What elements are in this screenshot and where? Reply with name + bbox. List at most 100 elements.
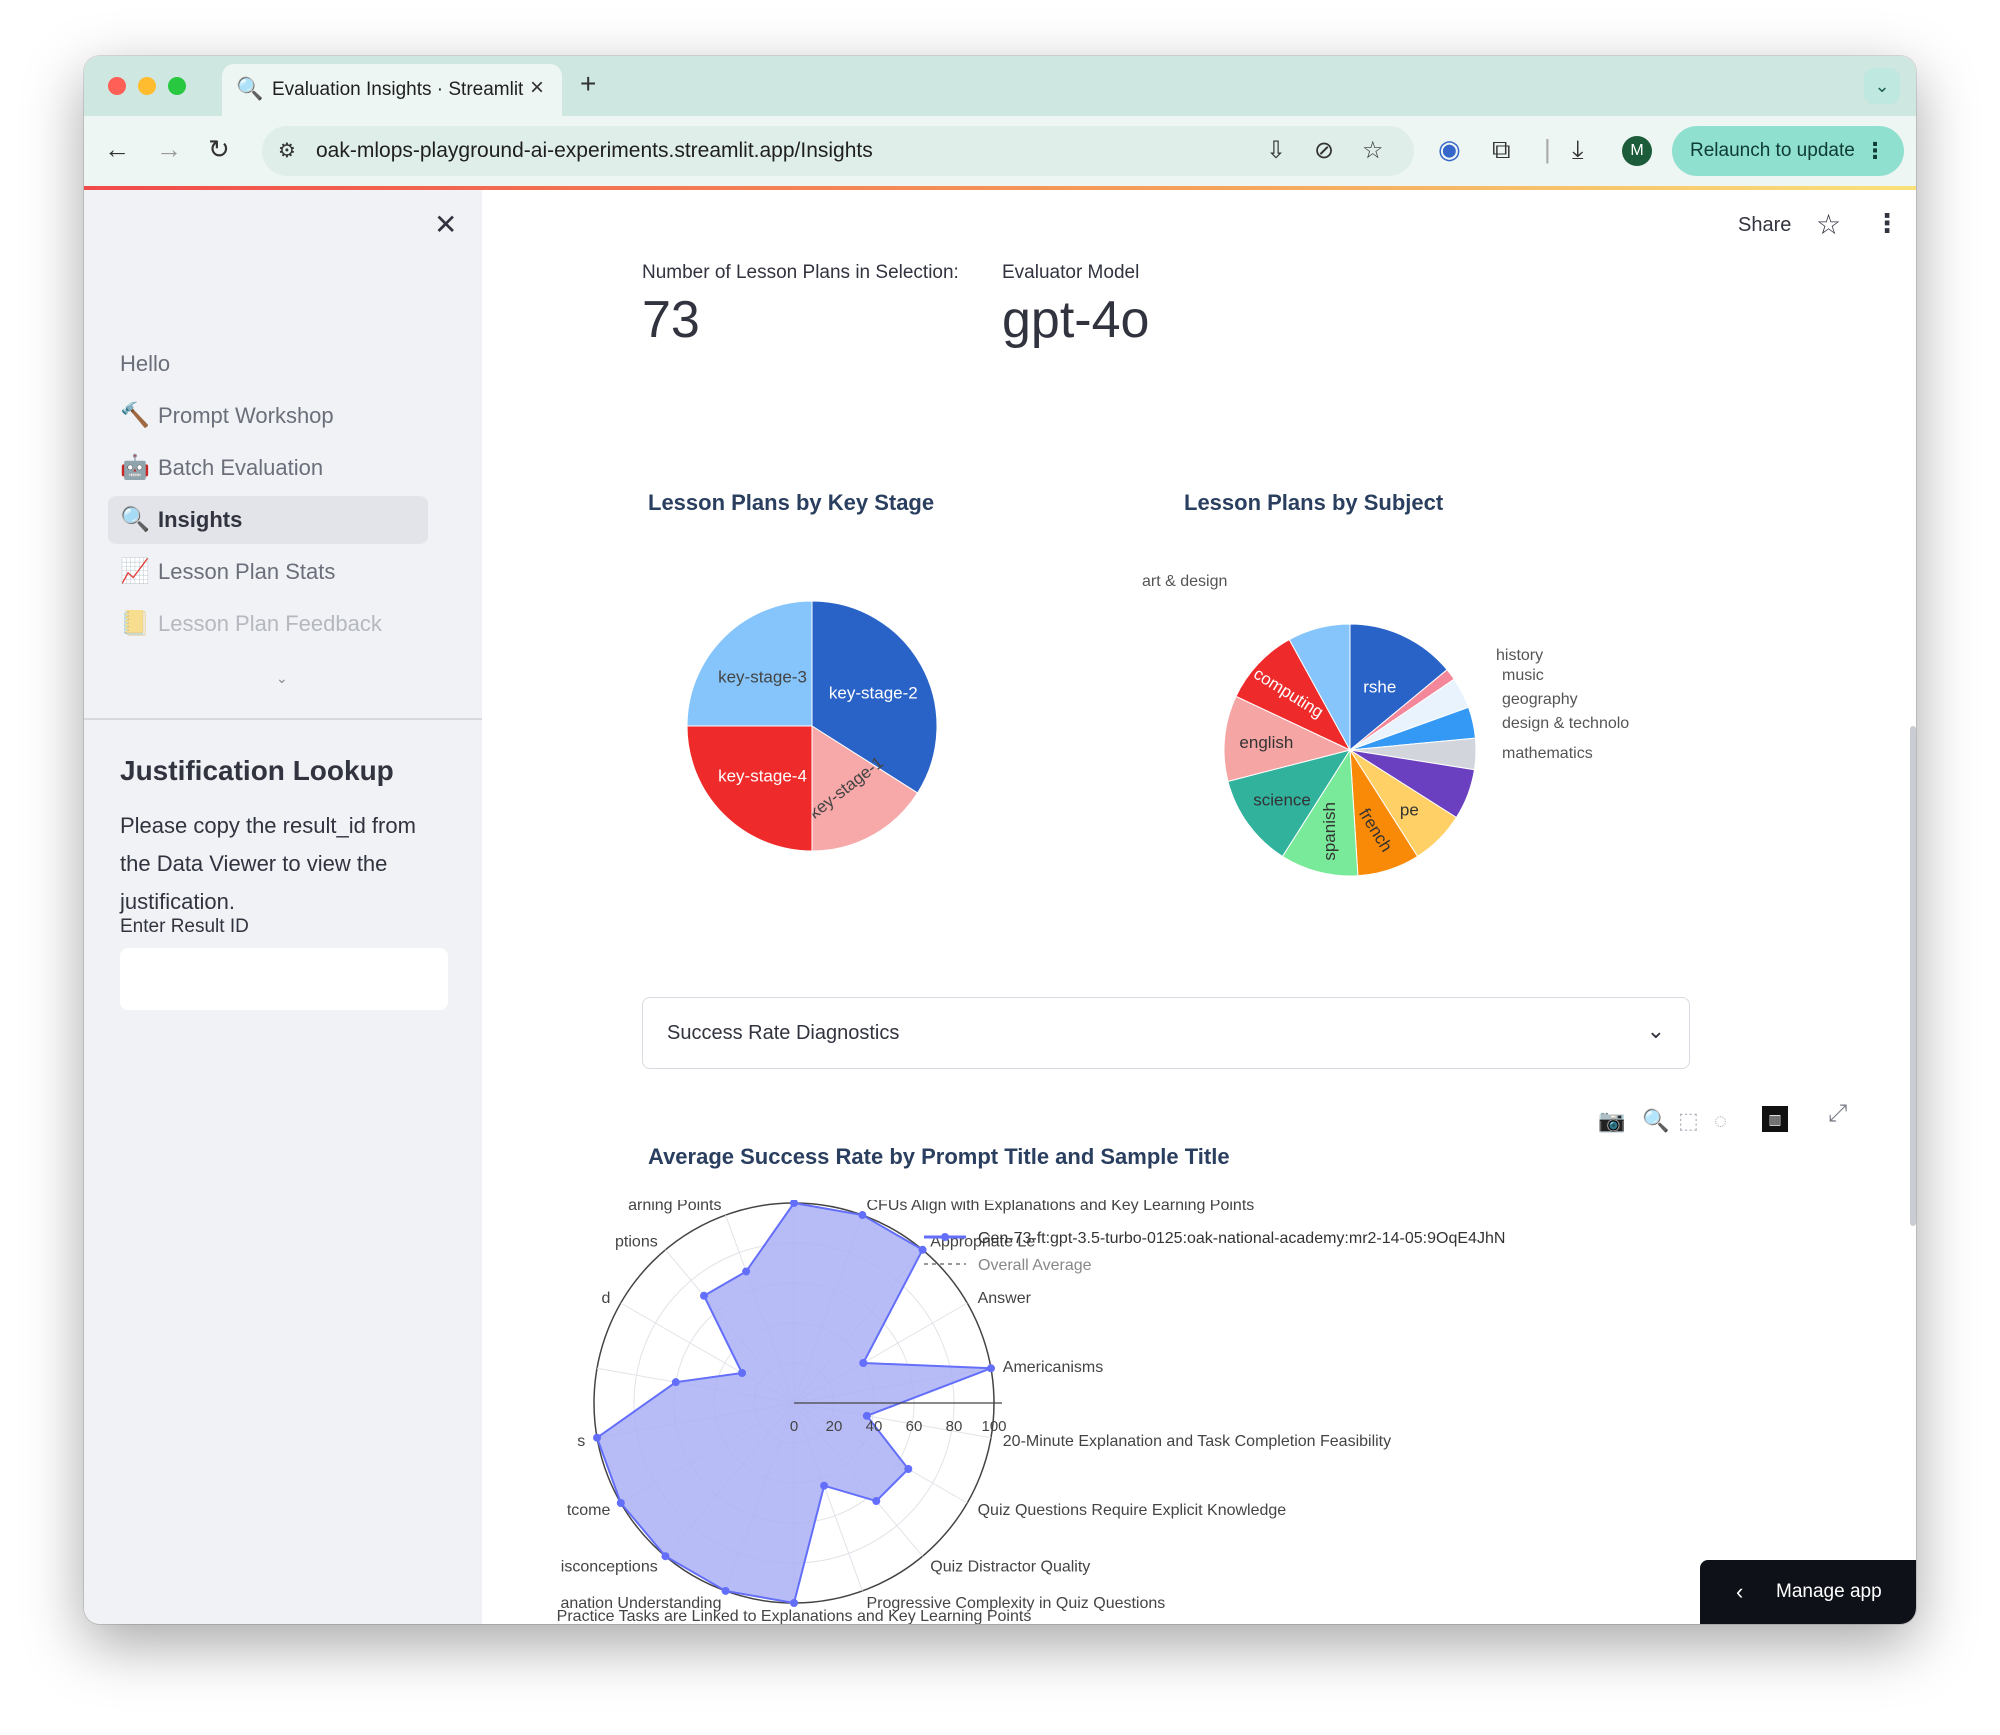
- close-sidebar-icon[interactable]: ✕: [434, 209, 458, 240]
- address-bar[interactable]: ⚙ oak-mlops-playground-ai-experiments.st…: [262, 126, 1414, 176]
- download-icon[interactable]: ⤓: [1572, 134, 1584, 164]
- pie-slice-rshe: [1349, 623, 1448, 752]
- radar-category-label: isconceptions: [561, 1558, 658, 1575]
- favorite-star-icon[interactable]: ☆: [1816, 209, 1842, 240]
- radar-category-label: Progressive Complexity in Quiz Questions: [867, 1595, 1166, 1612]
- subject-pie-chart[interactable]: rshe history music geography design & techno…: [1102, 560, 1662, 900]
- pie-label-mathematics: mathematics: [1502, 745, 1593, 762]
- bookmark-star-icon[interactable]: ☆: [1362, 137, 1384, 164]
- key-stage-pie-chart[interactable]: key-stage-2key-stage-1key-stage-4key-sta…: [642, 570, 1042, 890]
- zoom-icon[interactable]: 🔍: [1642, 1108, 1670, 1133]
- sidebar-item-lesson-plan-stats[interactable]: 📈 Lesson Plan Stats: [108, 548, 428, 596]
- forward-icon[interactable]: →: [156, 134, 182, 164]
- pie-label-science: science: [1253, 790, 1311, 809]
- metric-label-evaluator-model: Evaluator Model: [1002, 262, 1140, 283]
- pie-slice-key-stage-1: [811, 725, 919, 852]
- success-rate-diagnostics-expander[interactable]: Success Rate Diagnostics ⌄: [642, 997, 1690, 1069]
- radar-chart-title: Average Success Rate by Prompt Title and…: [648, 1144, 1230, 1169]
- radar-point: [918, 1245, 927, 1254]
- sidebar-divider: [84, 718, 482, 720]
- sidebar-item-prompt-workshop[interactable]: 🔨 Prompt Workshop: [108, 392, 428, 440]
- tab-search-button[interactable]: ⌄: [1864, 68, 1900, 104]
- browser-tab[interactable]: 🔍 Evaluation Insights · Streamlit ×: [222, 64, 562, 116]
- browser-window: 🔍 Evaluation Insights · Streamlit × + ⌄ …: [84, 56, 1916, 1624]
- radar-category-label: tcome: [567, 1502, 611, 1519]
- radar-point: [904, 1465, 913, 1473]
- back-icon[interactable]: ←: [104, 134, 130, 164]
- close-window-button[interactable]: [108, 77, 126, 95]
- new-tab-button[interactable]: +: [580, 68, 597, 99]
- metric-value-lesson-plans: 73: [642, 291, 700, 349]
- sidebar-item-batch-evaluation[interactable]: 🤖 Batch Evaluation: [108, 444, 428, 492]
- key-stage-chart-title: Lesson Plans by Key Stage: [648, 490, 935, 515]
- radar-category-label: CFUs Align with Explanations and Key Lea…: [867, 1200, 1255, 1214]
- minimize-window-button[interactable]: [138, 77, 156, 95]
- legend-series-marker: [941, 1233, 949, 1241]
- magnifier-icon: 🔍: [120, 506, 150, 533]
- plotly-logo-icon[interactable]: ▥: [1762, 1106, 1788, 1132]
- radar-point: [721, 1586, 730, 1595]
- radar-category-label: 20-Minute Explanation and Task Completio…: [1003, 1433, 1391, 1450]
- radar-point: [738, 1369, 747, 1377]
- reload-icon[interactable]: ↻: [208, 134, 230, 164]
- result-id-input[interactable]: [120, 948, 448, 1010]
- radar-tick-label-0: 0: [790, 1418, 798, 1435]
- browser-toolbar: ← → ↻ ⚙ oak-mlops-playground-ai-experime…: [84, 116, 1916, 186]
- pie-label-spanish: spanish: [1320, 802, 1339, 861]
- sidebar-item-lesson-plan-feedback[interactable]: 📒 Lesson Plan Feedback: [108, 600, 428, 648]
- scrollbar[interactable]: [1910, 726, 1916, 1226]
- radar-category-label: Quiz Questions Require Explicit Knowledg…: [978, 1502, 1287, 1519]
- relaunch-label: Relaunch to update: [1690, 140, 1855, 161]
- justification-lookup-heading: Justification Lookup: [120, 755, 394, 786]
- radar-point: [986, 1364, 995, 1373]
- lasso-icon[interactable]: ◌: [1714, 1108, 1728, 1133]
- radar-point: [790, 1599, 798, 1607]
- expand-nav-chevron-icon[interactable]: ⌄: [276, 670, 288, 686]
- pie-label-design-technology: design & technolo: [1502, 715, 1629, 732]
- pie-slice-science: [1227, 749, 1352, 858]
- radar-category-label: Practice Tasks are Linked to Explanation…: [557, 1608, 1032, 1624]
- sidebar-item-insights[interactable]: 🔍 Insights: [108, 496, 428, 544]
- pie-label-history: history: [1496, 647, 1543, 664]
- sidebar-item-label: Prompt Workshop: [158, 403, 334, 428]
- result-id-label: Enter Result ID: [120, 916, 249, 937]
- camera-icon[interactable]: 📷: [1598, 1108, 1626, 1133]
- eye-off-icon[interactable]: ⊘: [1314, 137, 1335, 164]
- streamlit-header-decoration: [84, 186, 1916, 190]
- tab-title: Evaluation Insights · Streamlit: [272, 79, 524, 100]
- radar-chart[interactable]: 0 20 40 60 80 100 CFUs Align with Explanations…: [482, 1200, 1916, 1624]
- radar-point: [790, 1200, 798, 1207]
- hammer-icon: 🔨: [120, 402, 150, 429]
- radar-point: [859, 1359, 868, 1367]
- manage-app-button[interactable]: ‹ Manage app: [1700, 1560, 1916, 1624]
- manage-app-label: Manage app: [1776, 1581, 1882, 1602]
- site-settings-icon[interactable]: ⚙: [278, 140, 296, 162]
- extensions-icon[interactable]: ⧉: [1492, 134, 1511, 164]
- maximize-window-button[interactable]: [168, 77, 186, 95]
- radar-tick-label-60: 60: [906, 1418, 923, 1435]
- pie-slice-computing: [1235, 638, 1352, 752]
- app-menu-icon[interactable]: ⋮: [1874, 208, 1900, 238]
- pie-slice-key-stage-4: [686, 725, 813, 852]
- relaunch-button[interactable]: Relaunch to update ⋮: [1672, 126, 1904, 176]
- install-app-icon[interactable]: ⇩: [1266, 137, 1287, 164]
- sidebar-item-hello[interactable]: Hello: [108, 340, 428, 388]
- close-tab-icon[interactable]: ×: [530, 74, 545, 101]
- password-manager-icon[interactable]: ◉: [1438, 134, 1461, 164]
- chevron-left-icon: ‹: [1736, 1579, 1744, 1604]
- radar-category-label: anation Understanding: [560, 1595, 721, 1612]
- pie-slice-spanish: [1281, 748, 1359, 877]
- radar-tick-label-100: 100: [981, 1418, 1006, 1435]
- radar-category-label: d: [601, 1290, 610, 1307]
- chart-increasing-icon: 📈: [120, 558, 150, 585]
- box-select-icon[interactable]: ⬚: [1678, 1108, 1699, 1133]
- legend-series-label: Gen-73-ft:gpt-3.5-turbo-0125:oak-nationa…: [978, 1230, 1505, 1247]
- fullscreen-icon[interactable]: ⤢: [1828, 1100, 1848, 1127]
- pie-label-geography: geography: [1502, 691, 1578, 708]
- profile-avatar[interactable]: M: [1622, 136, 1652, 166]
- share-button[interactable]: Share: [1738, 214, 1792, 236]
- radar-tick-label-80: 80: [946, 1418, 963, 1435]
- radar-tick-label-20: 20: [826, 1418, 843, 1435]
- sidebar-item-label: Lesson Plan Stats: [158, 559, 336, 584]
- robot-icon: 🤖: [120, 454, 150, 481]
